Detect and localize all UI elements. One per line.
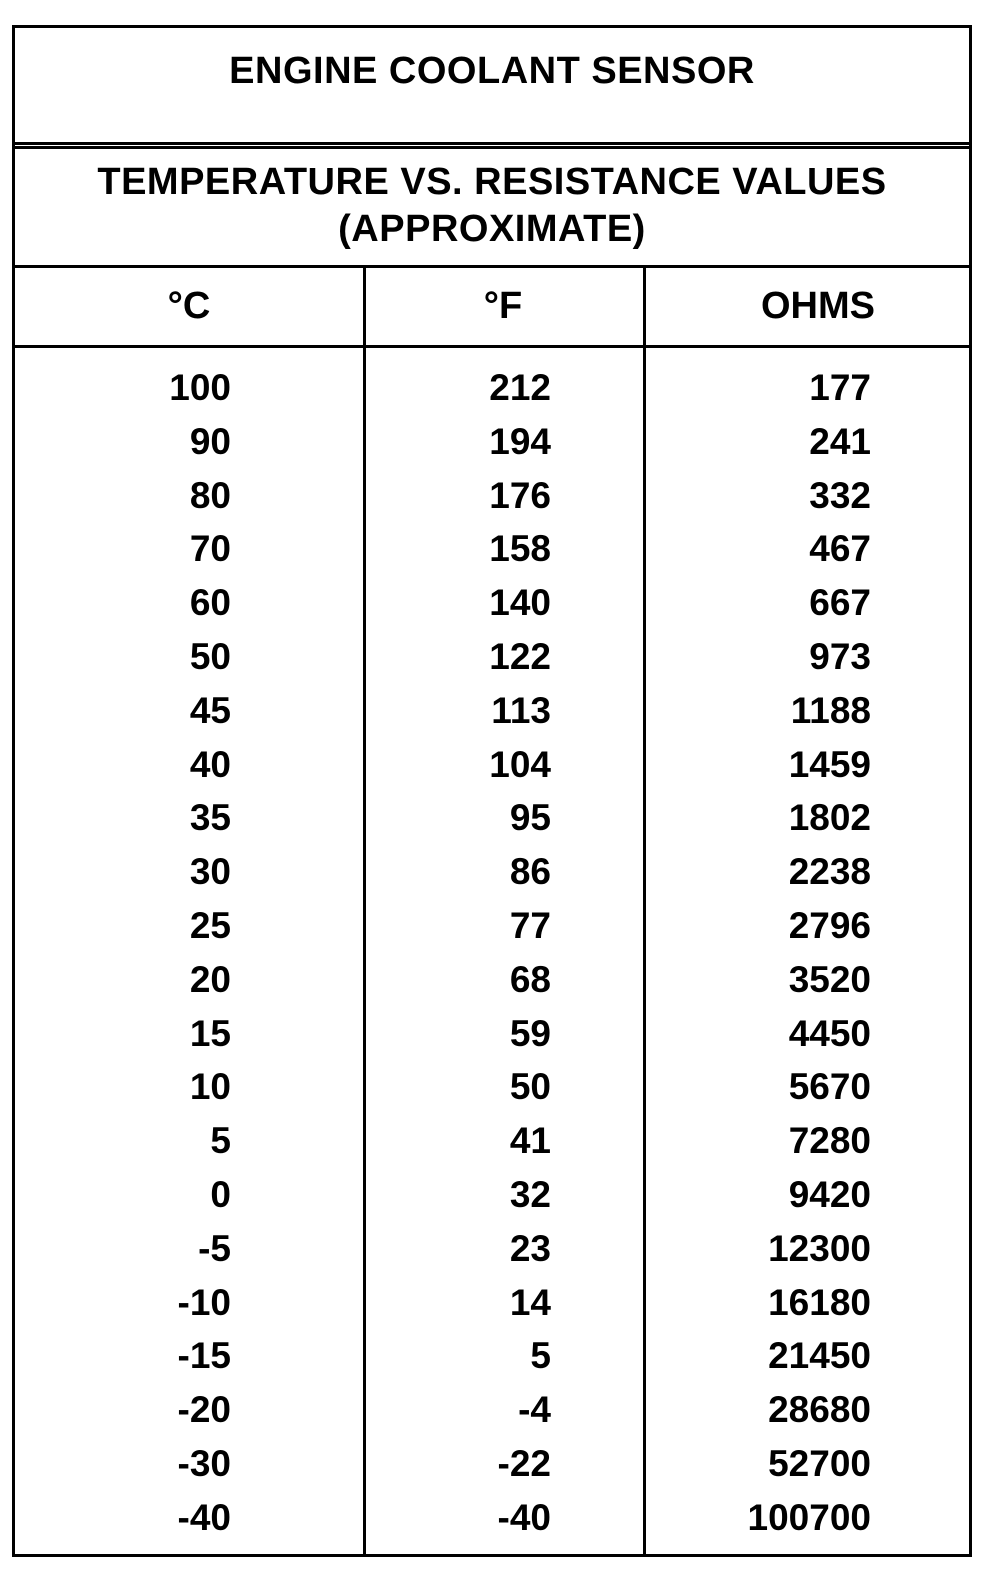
celsius-cell: 20 bbox=[189, 958, 231, 1000]
ohms-cell: 2796 bbox=[788, 905, 871, 946]
ohms-cell: 241 bbox=[809, 420, 871, 462]
table-subtitle: TEMPERATURE VS. RESISTANCE VALUES bbox=[97, 161, 887, 203]
ohms-cell: 16180 bbox=[768, 1281, 871, 1323]
ohms-cell: 332 bbox=[809, 474, 871, 516]
ohms-cell: 100700 bbox=[747, 1496, 871, 1538]
fahrenheit-cell: 95 bbox=[509, 797, 551, 839]
celsius-cell: 30 bbox=[189, 851, 231, 893]
fahrenheit-cell: -4 bbox=[518, 1389, 551, 1431]
table-subtitle-note: (APPROXIMATE) bbox=[338, 208, 646, 250]
fahrenheit-cell: 23 bbox=[509, 1227, 551, 1269]
celsius-cell: -20 bbox=[177, 1389, 231, 1431]
coolant-sensor-table: ENGINE COOLANT SENSOR TEMPERATURE VS. RE… bbox=[12, 25, 972, 1557]
fahrenheit-cell: -40 bbox=[497, 1496, 551, 1538]
celsius-cell: 0 bbox=[210, 1174, 231, 1215]
fahrenheit-cell: 158 bbox=[489, 528, 551, 570]
fahrenheit-cell: 59 bbox=[509, 1012, 551, 1054]
fahrenheit-cell: 140 bbox=[489, 582, 551, 624]
celsius-cell: -10 bbox=[177, 1281, 231, 1323]
ohms-cell: 7280 bbox=[788, 1120, 871, 1162]
celsius-cell: 5 bbox=[210, 1120, 231, 1162]
ohms-cell: 5670 bbox=[788, 1066, 871, 1108]
fahrenheit-cell: 194 bbox=[489, 420, 551, 462]
celsius-cell: -15 bbox=[177, 1335, 231, 1377]
ohms-cell: 9420 bbox=[788, 1174, 871, 1215]
fahrenheit-cell: 77 bbox=[509, 905, 551, 946]
fahrenheit-cell: 5 bbox=[530, 1335, 551, 1377]
celsius-cell: -40 bbox=[177, 1496, 231, 1538]
ohms-cell: 1802 bbox=[788, 797, 871, 839]
column-divider bbox=[643, 268, 646, 1554]
table-title: ENGINE COOLANT SENSOR bbox=[229, 50, 755, 92]
ohms-cell: 3520 bbox=[788, 958, 871, 1000]
celsius-cell: 80 bbox=[189, 474, 231, 516]
fahrenheit-cell: 14 bbox=[509, 1281, 551, 1323]
ohms-cell: 1459 bbox=[788, 743, 871, 785]
celsius-cell: 10 bbox=[189, 1066, 231, 1108]
celsius-cell: 90 bbox=[189, 420, 231, 462]
ohms-cell: 28680 bbox=[768, 1389, 871, 1431]
ohms-cell: 2238 bbox=[788, 851, 871, 893]
ohms-cell: 177 bbox=[809, 367, 871, 408]
celsius-cell: -30 bbox=[177, 1443, 231, 1484]
ohms-cell: 12300 bbox=[768, 1227, 871, 1269]
celsius-cell: 35 bbox=[189, 797, 231, 839]
divider bbox=[15, 142, 969, 145]
fahrenheit-cell: 50 bbox=[509, 1066, 551, 1108]
celsius-cell: 70 bbox=[189, 528, 231, 570]
ohms-cell: 21450 bbox=[768, 1335, 871, 1377]
ohms-cell: 667 bbox=[809, 582, 871, 624]
fahrenheit-cell: 122 bbox=[489, 636, 551, 677]
ohms-cell: 4450 bbox=[788, 1012, 871, 1054]
celsius-cell: 100 bbox=[169, 367, 231, 408]
fahrenheit-cell: 176 bbox=[489, 474, 551, 516]
fahrenheit-cell: 86 bbox=[509, 851, 551, 893]
fahrenheit-cell: -22 bbox=[497, 1443, 551, 1484]
column-divider bbox=[363, 268, 366, 1554]
fahrenheit-cell: 68 bbox=[509, 958, 551, 1000]
fahrenheit-cell: 113 bbox=[491, 689, 551, 731]
celsius-cell: 50 bbox=[189, 636, 231, 677]
column-header-ohms: OHMS bbox=[761, 285, 875, 327]
ohms-cell: 1188 bbox=[790, 689, 871, 731]
ohms-cell: 467 bbox=[809, 528, 871, 570]
celsius-cell: 45 bbox=[189, 689, 231, 731]
fahrenheit-cell: 41 bbox=[509, 1120, 551, 1162]
celsius-cell: 15 bbox=[189, 1012, 231, 1054]
celsius-cell: 25 bbox=[189, 905, 231, 946]
fahrenheit-cell: 104 bbox=[489, 743, 551, 785]
fahrenheit-cell: 212 bbox=[489, 367, 551, 408]
celsius-cell: 60 bbox=[189, 582, 231, 624]
divider bbox=[15, 146, 969, 149]
column-header-fahrenheit: °F bbox=[483, 285, 523, 327]
ohms-cell: 52700 bbox=[768, 1443, 871, 1484]
celsius-cell: -5 bbox=[198, 1227, 231, 1269]
divider bbox=[15, 345, 969, 348]
fahrenheit-cell: 32 bbox=[509, 1174, 551, 1215]
celsius-cell: 40 bbox=[189, 743, 231, 785]
ohms-cell: 973 bbox=[809, 636, 871, 677]
column-header-celsius: °C bbox=[167, 285, 211, 327]
divider bbox=[15, 265, 969, 268]
